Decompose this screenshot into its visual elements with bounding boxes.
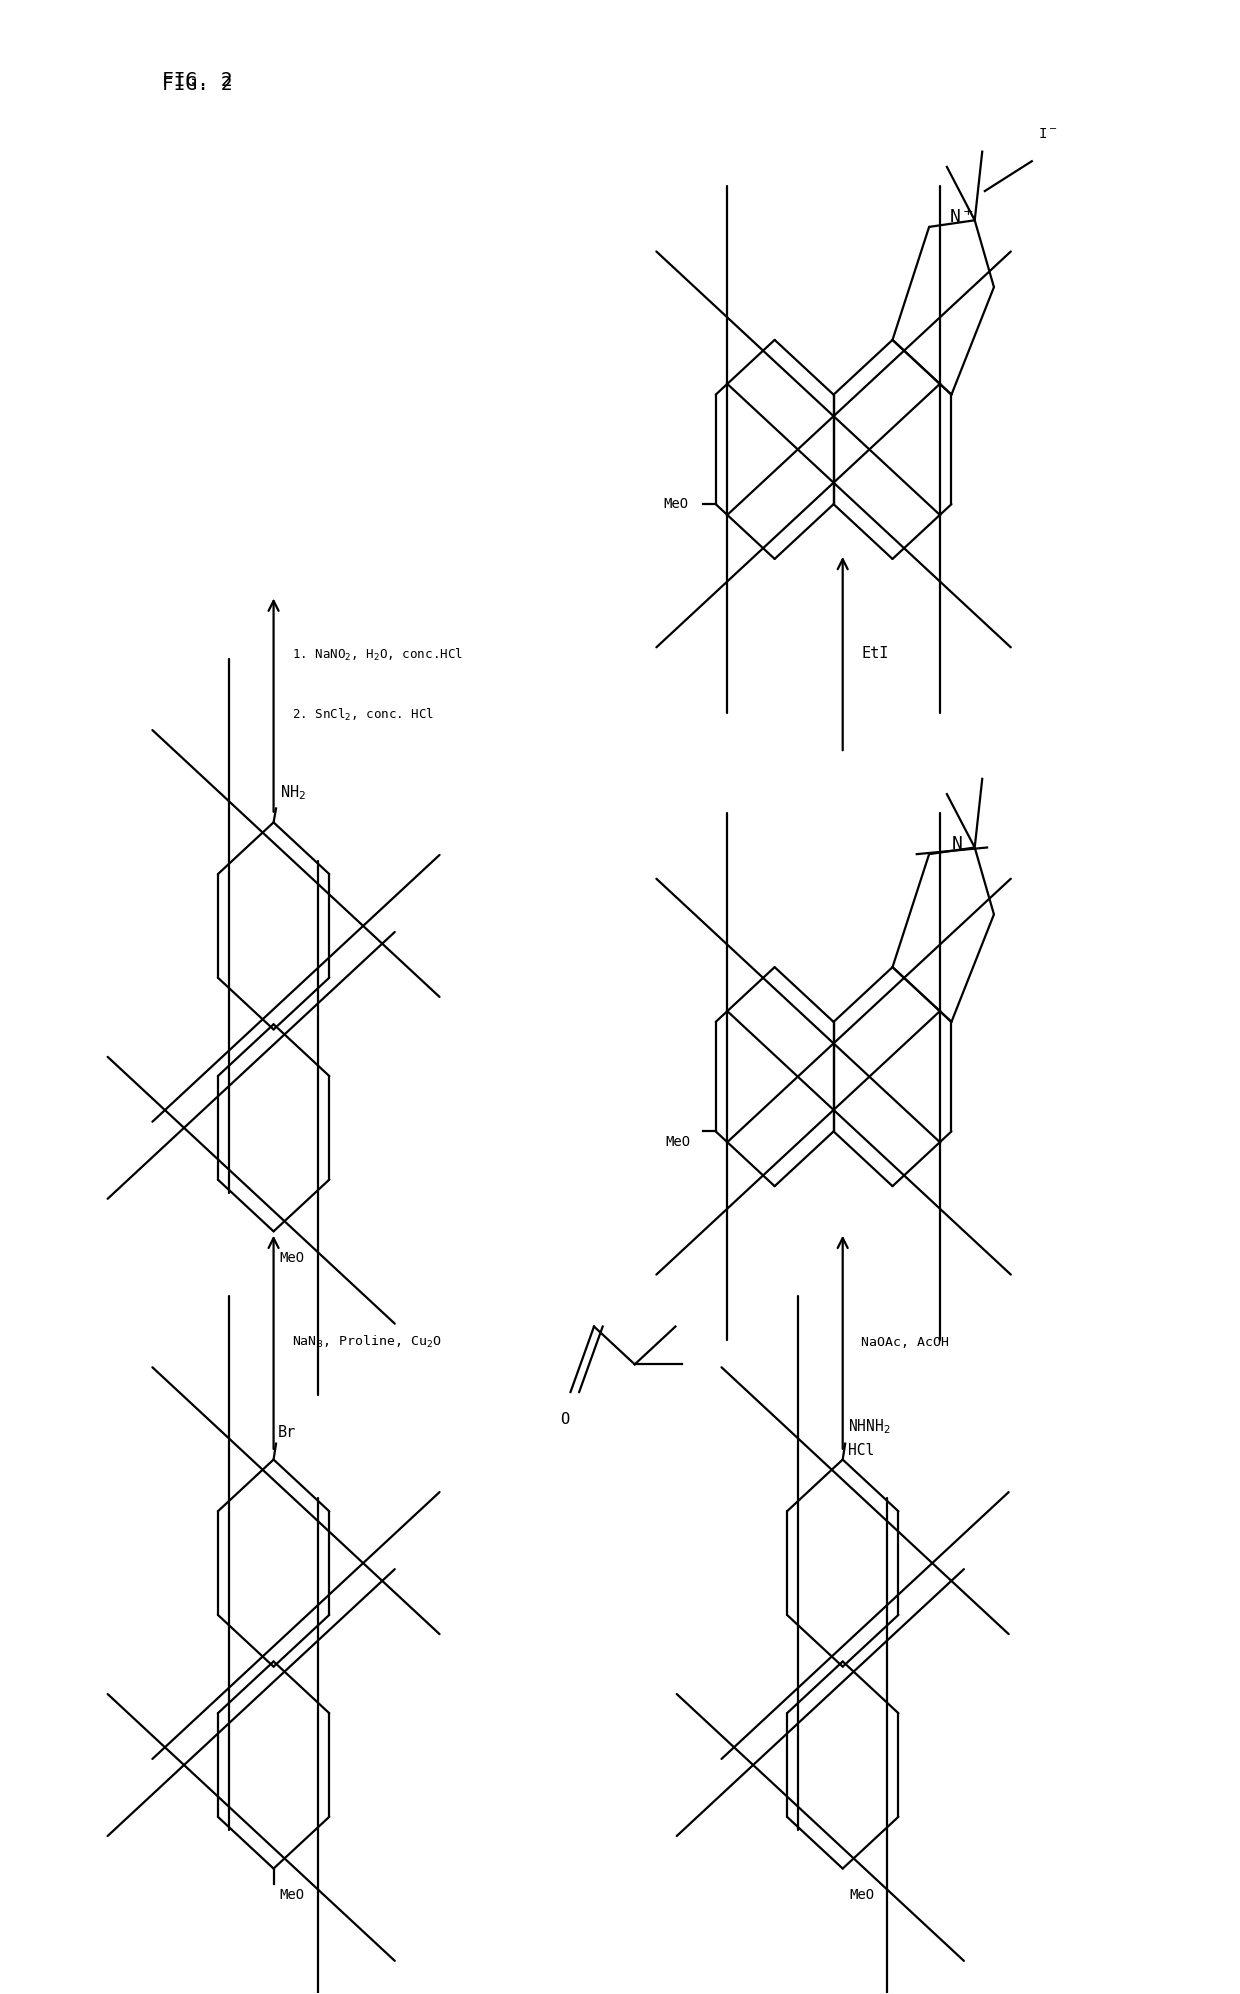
Text: Br: Br <box>278 1424 295 1440</box>
Text: N: N <box>951 835 962 853</box>
Text: NHNH$_2$: NHNH$_2$ <box>848 1418 890 1436</box>
Text: O: O <box>559 1412 569 1428</box>
Text: 1. NaNO$_2$, H$_2$O, conc.HCl: 1. NaNO$_2$, H$_2$O, conc.HCl <box>293 648 463 664</box>
Text: FIG. 2: FIG. 2 <box>162 76 233 94</box>
Text: NaOAc, AcOH: NaOAc, AcOH <box>862 1336 950 1348</box>
Text: MeO: MeO <box>280 1252 305 1266</box>
Text: MeO: MeO <box>663 497 688 510</box>
Text: MeO: MeO <box>666 1135 691 1149</box>
Text: FIG. 2: FIG. 2 <box>162 72 233 90</box>
Text: I$^-$: I$^-$ <box>1038 128 1058 142</box>
Text: HCl: HCl <box>848 1442 874 1458</box>
Text: MeO: MeO <box>280 1888 305 1902</box>
Text: MeO: MeO <box>849 1888 874 1902</box>
Text: NaN$_3$, Proline, Cu$_2$O: NaN$_3$, Proline, Cu$_2$O <box>293 1334 441 1350</box>
Text: 2. SnCl$_2$, conc. HCl: 2. SnCl$_2$, conc. HCl <box>293 708 434 724</box>
Text: N$^+$: N$^+$ <box>949 207 973 227</box>
Text: NH$_2$: NH$_2$ <box>280 784 306 802</box>
Text: EtI: EtI <box>862 646 889 662</box>
